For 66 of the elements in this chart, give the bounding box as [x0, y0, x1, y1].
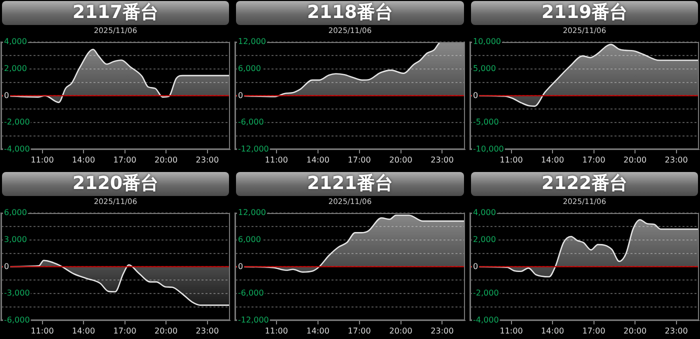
x-tick-label: 14:00 [72, 326, 96, 336]
x-tick-label: 14:00 [540, 155, 564, 164]
y-tick-label: 3,000 [4, 234, 27, 244]
y-tick-label: -5,000 [473, 118, 499, 127]
y-tick-label: -6,000 [238, 288, 264, 298]
y-tick-label: 12,000 [238, 37, 266, 46]
x-tick-label: 14:00 [306, 326, 330, 336]
chart-title: 2120番台 [2, 172, 229, 196]
x-tick-label: 11:00 [30, 155, 54, 164]
x-tick-label: 20:00 [624, 326, 647, 336]
y-tick-label: -4,000 [473, 315, 499, 324]
y-tick-label: 2,000 [473, 234, 496, 244]
y-tick-label: 4,000 [4, 37, 27, 46]
y-tick-label: 2,000 [4, 64, 27, 73]
y-tick-label: 0 [4, 262, 10, 271]
x-tick-label: 17:00 [582, 326, 606, 336]
y-tick-label: 0 [238, 90, 244, 100]
x-tick-label: 14:00 [306, 155, 330, 164]
x-tick-label: 14:00 [72, 155, 96, 164]
y-tick-label: -6,000 [4, 315, 30, 324]
chart-title: 2117番台 [2, 1, 229, 25]
y-tick-label: 12,000 [238, 208, 266, 218]
y-tick-label: 0 [473, 262, 478, 271]
x-tick-label: 11:00 [500, 326, 523, 336]
x-tick-label: 20:00 [389, 326, 412, 336]
y-tick-label: 0 [473, 90, 478, 100]
x-tick-label: 17:00 [113, 155, 136, 164]
y-tick-label: 0 [4, 90, 10, 100]
y-tick-label: -3,000 [4, 288, 30, 298]
x-tick-label: 20:00 [154, 326, 178, 336]
x-tick-label: 11:00 [500, 155, 523, 164]
x-tick-label: 17:00 [348, 326, 371, 336]
y-tick-label: 6,000 [238, 64, 261, 73]
chart-title: 2121番台 [236, 172, 464, 196]
y-tick-label: 10,000 [473, 37, 501, 46]
x-tick-label: 17:00 [348, 155, 371, 164]
x-tick-label: 20:00 [389, 155, 412, 164]
chart-title: 2118番台 [236, 1, 464, 25]
y-tick-label: -2,000 [4, 118, 30, 127]
y-tick-label: 0 [238, 262, 244, 271]
x-tick-label: 11:00 [264, 326, 288, 336]
y-tick-label: -12,000 [238, 144, 269, 154]
y-tick-label: 5,000 [473, 64, 496, 73]
y-tick-label: 6,000 [4, 208, 27, 218]
x-tick-label: 23:00 [664, 155, 688, 164]
x-tick-label: 17:00 [113, 326, 136, 336]
chart-title: 2119番台 [471, 1, 698, 25]
y-tick-label: 6,000 [238, 234, 261, 244]
x-tick-label: 20:00 [624, 155, 647, 164]
x-tick-label: 23:00 [430, 155, 454, 164]
x-tick-label: 17:00 [582, 155, 606, 164]
x-tick-label: 23:00 [196, 326, 219, 336]
x-tick-label: 23:00 [664, 326, 688, 336]
y-tick-label: -4,000 [4, 144, 30, 154]
x-tick-label: 23:00 [196, 155, 219, 164]
y-tick-label: -2,000 [473, 288, 499, 298]
y-tick-label: -6,000 [238, 118, 264, 127]
chart-title: 2122番台 [471, 172, 698, 196]
x-tick-label: 11:00 [30, 326, 54, 336]
y-tick-label: -12,000 [238, 315, 269, 324]
x-tick-label: 20:00 [154, 155, 178, 164]
x-tick-label: 23:00 [430, 326, 454, 336]
y-tick-label: 4,000 [473, 208, 496, 218]
x-tick-label: 11:00 [264, 155, 288, 164]
x-tick-label: 14:00 [540, 326, 564, 336]
y-tick-label: -10,000 [473, 144, 504, 154]
